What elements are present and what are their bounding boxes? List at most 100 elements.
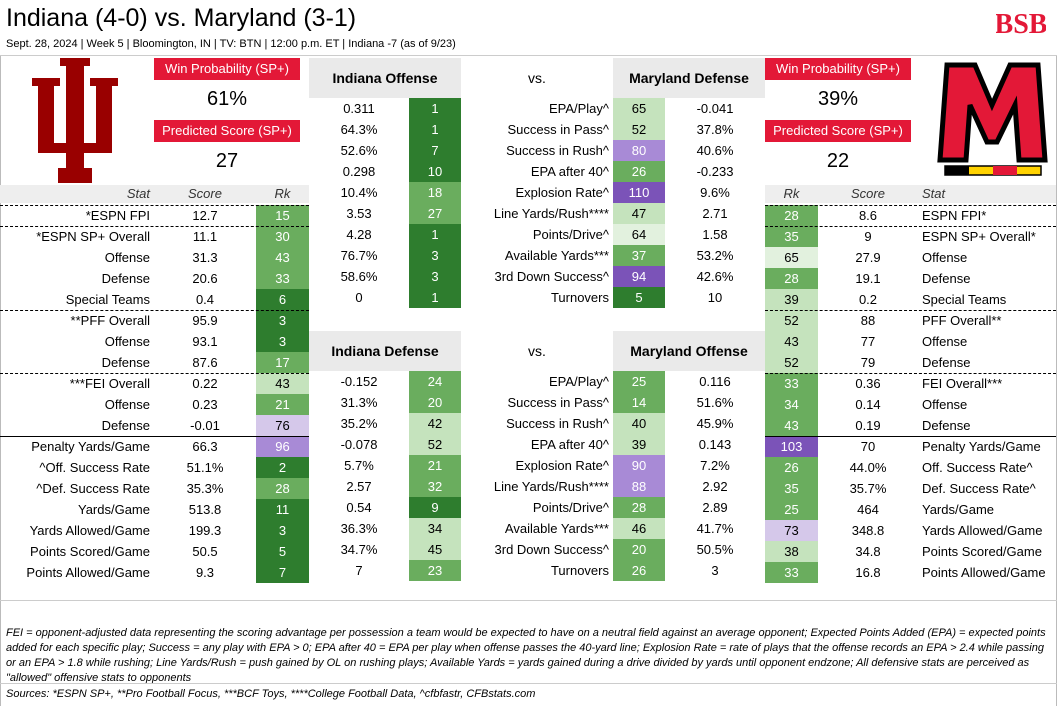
matchup-right-value: 45.9% [696, 416, 734, 431]
matchup-stat-name: Line Yards/Rush**** [493, 206, 609, 221]
left-stat-name: Penalty Yards/Game [31, 439, 150, 454]
left-stat-score: 50.5 [192, 544, 218, 559]
matchup-right-rank: 14 [613, 392, 665, 413]
left-stat-rank: 96 [256, 436, 309, 457]
right-stat-name: Offense [922, 334, 968, 349]
bsb-logo: BSB [995, 6, 1048, 40]
right-stat-rank: 73 [765, 520, 818, 541]
left-stat-rank: 7 [256, 562, 309, 583]
left-stat-score: 9.3 [195, 565, 215, 580]
matchup-left-rank: 52 [409, 434, 461, 455]
left-stat-name: Yards Allowed/Game [29, 523, 150, 538]
matchup-stat-name: 3rd Down Success^ [494, 269, 609, 284]
left-stat-score: 11.1 [192, 229, 218, 244]
right-stat-score: 27.9 [855, 250, 881, 265]
right-group-divider [765, 436, 1056, 437]
matchup-left-rank: 7 [409, 140, 461, 161]
matchup-left-rank: 20 [409, 392, 461, 413]
left-stat-rank: 11 [256, 499, 309, 520]
left-pred-score-label: Predicted Score (SP+) [154, 120, 300, 142]
right-pred-score-value: 22 [826, 150, 850, 172]
matchup-left-rank: 27 [409, 203, 461, 224]
left-stat-rank: 17 [256, 352, 309, 373]
right-stat-score: 348.8 [851, 523, 885, 538]
matchup-stat-name: Success in Pass^ [507, 122, 609, 137]
left-stat-rank: 30 [256, 226, 309, 247]
matchup-right-value: 51.6% [696, 395, 734, 410]
left-stat-score: 0.23 [192, 397, 218, 412]
left-stat-name: ***FEI Overall [69, 376, 150, 391]
right-stat-rank: 33 [765, 373, 818, 394]
left-stat-score: 513.8 [188, 502, 222, 517]
left-group-divider [0, 205, 309, 206]
matchup-stat-name: Success in Rush^ [506, 416, 609, 431]
right-win-prob-label: Win Probability (SP+) [765, 58, 911, 80]
right-stat-rank: 26 [765, 457, 818, 478]
right-stat-score: 16.8 [855, 565, 881, 580]
matchup-right-rank: 47 [613, 203, 665, 224]
right-stat-rank: 65 [765, 247, 818, 268]
right-col-rk: Rk [765, 185, 818, 203]
matchup-stat-name: Available Yards*** [504, 521, 609, 536]
right-stat-name: PFF Overall** [922, 313, 1002, 328]
right-col-score: Score [818, 185, 918, 203]
matchup-left-value: 58.6% [340, 269, 378, 284]
right-stat-score: 19.1 [855, 271, 881, 286]
matchup-right-rank: 40 [613, 413, 665, 434]
left-stat-name: Offense [104, 397, 150, 412]
matchup-stat-name: Turnovers [550, 563, 609, 578]
matchup-left-rank: 1 [409, 119, 461, 140]
left-stat-score: 12.7 [192, 208, 218, 223]
left-stat-rank: 76 [256, 415, 309, 436]
left-win-prob-label: Win Probability (SP+) [154, 58, 300, 80]
matchup-left-value: 36.3% [340, 521, 378, 536]
matchup-left-value: 3.53 [346, 206, 372, 221]
matchup-left-value: 31.3% [340, 395, 378, 410]
matchup-right-value: -0.041 [696, 101, 734, 116]
left-group-divider [0, 373, 309, 374]
left-stat-score: 95.9 [192, 313, 218, 328]
matchup-left-rank: 23 [409, 560, 461, 581]
matchup1-left-title: Indiana Offense [309, 58, 461, 98]
right-stat-rank: 38 [765, 541, 818, 562]
matchup-right-rank: 46 [613, 518, 665, 539]
left-stat-name: Points Scored/Game [30, 544, 150, 559]
left-stat-rank: 33 [256, 268, 309, 289]
right-stat-name: Points Scored/Game [922, 544, 1042, 559]
matchup-left-rank: 1 [409, 98, 461, 119]
left-stat-rank: 21 [256, 394, 309, 415]
matchup-right-rank: 88 [613, 476, 665, 497]
matchup1-vs: vs. [528, 70, 546, 86]
matchup-right-value: -0.233 [696, 164, 734, 179]
left-stat-score: 31.3 [192, 250, 218, 265]
right-stat-name: Defense [922, 418, 971, 433]
left-stat-score: -0.01 [190, 418, 220, 433]
left-stat-rank: 3 [256, 310, 309, 331]
matchup-left-rank: 21 [409, 455, 461, 476]
matchup-right-rank: 80 [613, 140, 665, 161]
matchup-left-value: 10.4% [340, 185, 378, 200]
left-group-divider [0, 436, 309, 437]
matchup-stat-name: Line Yards/Rush**** [493, 479, 609, 494]
matchup-right-value: 0.116 [699, 374, 731, 389]
right-stat-name: FEI Overall*** [922, 376, 1003, 391]
matchup-left-rank: 9 [409, 497, 461, 518]
indiana-trident-icon [32, 58, 118, 183]
matchup-stat-name: Explosion Rate^ [515, 458, 609, 473]
matchup-stat-name: Points/Drive^ [532, 500, 609, 515]
right-stat-name: Yards Allowed/Game [922, 523, 1043, 538]
left-col-score: Score [154, 185, 256, 203]
left-stat-rank: 6 [256, 289, 309, 310]
matchup-stat-name: Turnovers [550, 290, 609, 305]
matchup-left-rank: 42 [409, 413, 461, 434]
matchup-right-rank: 65 [613, 98, 665, 119]
left-stat-name: ^Off. Success Rate [39, 460, 150, 475]
left-stat-name: *ESPN SP+ Overall [36, 229, 150, 244]
footer-divider [0, 600, 1057, 601]
right-stat-rank: 35 [765, 226, 818, 247]
left-stat-name: Offense [104, 250, 150, 265]
left-group-divider [0, 226, 309, 227]
matchup-stat-name: 3rd Down Success^ [494, 542, 609, 557]
right-stat-name: ESPN SP+ Overall* [922, 229, 1036, 244]
matchup2-left-title: Indiana Defense [309, 331, 461, 371]
